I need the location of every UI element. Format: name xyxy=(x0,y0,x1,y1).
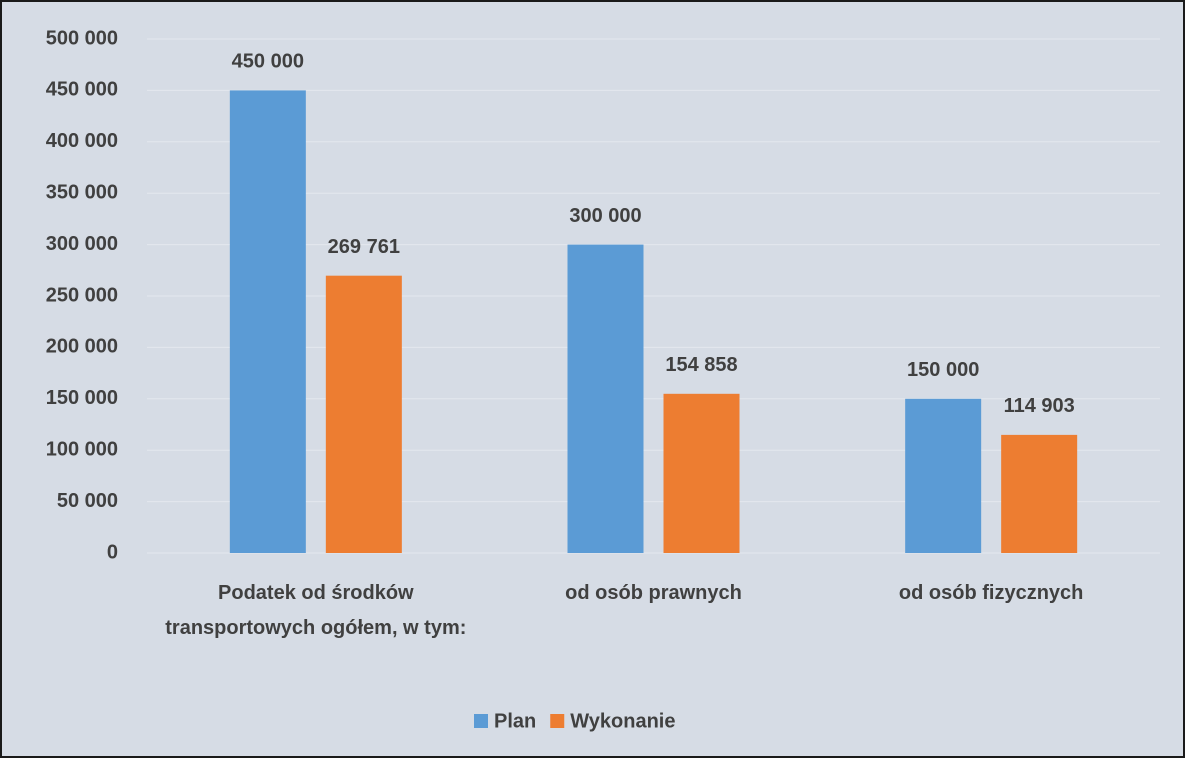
y-tick-label: 500 000 xyxy=(46,27,118,49)
legend-label: Wykonanie xyxy=(570,710,675,732)
y-tick-label: 450 000 xyxy=(46,79,118,101)
x-tick-label: Podatek od środków transportowych ogółem… xyxy=(165,582,467,639)
legend-swatch xyxy=(550,714,565,728)
value-label: 154 858 xyxy=(665,354,737,376)
y-tick-label: 350 000 xyxy=(46,181,118,203)
bar xyxy=(905,398,982,553)
bar xyxy=(567,244,644,553)
value-label: 269 761 xyxy=(328,236,400,258)
legend-label: Plan xyxy=(494,710,536,732)
y-tick-label: 0 xyxy=(107,541,118,563)
y-tick-label: 400 000 xyxy=(46,130,118,152)
legend-swatch xyxy=(474,714,488,728)
y-tick-label: 100 000 xyxy=(46,438,118,460)
value-label: 450 000 xyxy=(232,51,304,73)
y-tick-label: 200 000 xyxy=(46,336,118,358)
value-label: 150 000 xyxy=(907,359,979,381)
bar xyxy=(325,275,402,553)
bar xyxy=(1001,434,1078,553)
y-tick-label: 300 000 xyxy=(46,233,118,255)
y-tick-label: 250 000 xyxy=(46,284,118,306)
y-tick-label: 150 000 xyxy=(46,387,118,409)
bar xyxy=(663,393,740,553)
x-tick-label: od osób fizycznych xyxy=(898,582,1084,604)
x-tick-label: od osób prawnych xyxy=(565,582,742,604)
value-label: 300 000 xyxy=(569,205,641,227)
bar xyxy=(229,90,306,554)
y-tick-label: 50 000 xyxy=(57,490,118,512)
value-label: 114 903 xyxy=(1004,395,1075,417)
